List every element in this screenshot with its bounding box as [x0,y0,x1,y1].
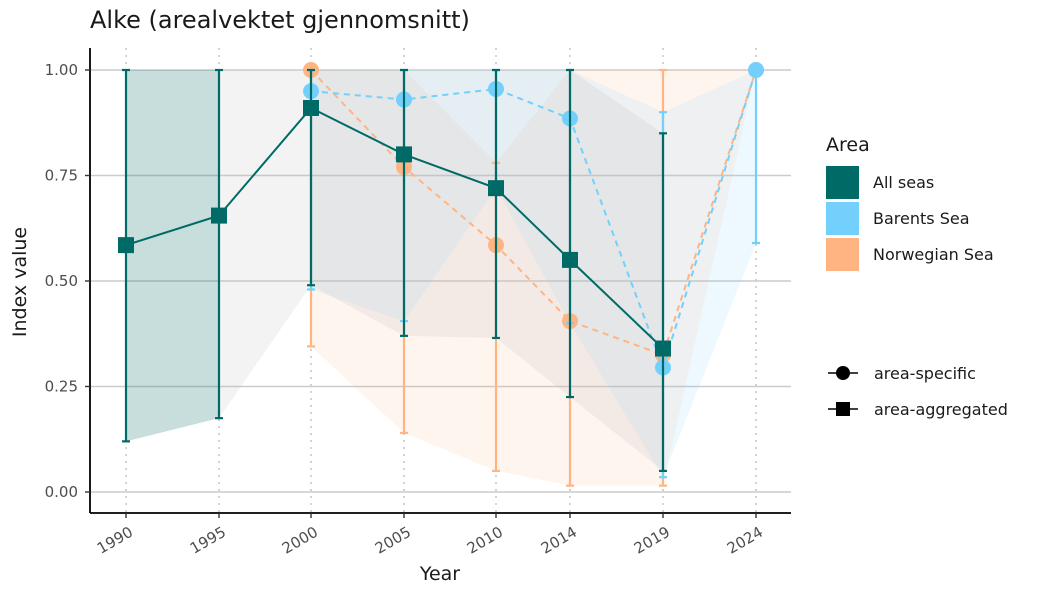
y-tick-label-1: 0.25 [45,378,78,396]
square-marker-icon [828,402,858,416]
y-tick-label-2: 0.50 [45,272,78,290]
legend-title: Area [826,134,870,156]
legend-item-area-aggregated: area-aggregated [826,391,1008,427]
legend-label-area-specific: area-specific [874,363,976,383]
y-tick-label-4: 1.00 [45,61,78,79]
point-all-seas-2014 [562,251,578,268]
chart-title: Alke (arealvektet gjennomsnitt) [90,6,470,34]
x-tick-label-2019: 2019 [631,523,673,558]
legend-item-area-specific: area-specific [826,355,1008,391]
legend-label-barents-sea: Barents Sea [873,208,970,228]
point-all-seas-1995 [211,207,227,224]
circle-marker-icon [828,366,858,380]
y-tick-label-3: 0.75 [45,167,78,185]
legend-swatch-all-seas [826,165,859,199]
area-legend: Area All seas Barents Sea Norwegian Sea [826,134,994,272]
x-tick-label-2010: 2010 [464,523,506,558]
ribbon-all-seas-light [219,70,663,471]
shape-legend: area-specific area-aggregated [826,355,1008,427]
point-barents-sea-2024 [748,62,764,78]
point-all-seas-2000 [303,99,319,116]
point-all-seas-1990 [118,237,134,254]
legend-item-barents-sea: Barents Sea [826,200,994,236]
x-tick-label-1990: 1990 [94,523,136,558]
legend-label-all-seas: All seas [873,172,935,192]
x-tick-label-2000: 2000 [279,523,321,558]
y-axis-label: Index value [9,226,31,338]
x-axis-label: Year [419,563,461,585]
ribbon-norwegian-sea [311,70,756,486]
x-tick-label-2005: 2005 [372,523,414,558]
ribbon-barents-sea [311,70,756,478]
legend-item-all-seas: All seas [826,164,994,200]
legend-label-norwegian-sea: Norwegian Sea [873,244,994,264]
x-tick-label-1995: 1995 [187,523,229,558]
legend-swatch-norwegian-sea [826,237,859,271]
ribbon-all-seas-early [126,70,219,442]
series-line-norwegian-sea [310,69,757,357]
point-all-seas-2019 [655,340,671,357]
legend-swatch-barents-sea [826,201,859,235]
point-all-seas-2005 [396,146,412,163]
legend-label-area-aggregated: area-aggregated [874,399,1008,419]
series-line-barents-sea [310,69,757,371]
point-all-seas-2010 [488,180,504,197]
y-tick-label-0: 0.00 [45,483,78,501]
legend-item-norwegian-sea: Norwegian Sea [826,236,994,272]
x-tick-label-2024: 2024 [724,523,766,558]
x-tick-label-2014: 2014 [538,523,580,558]
